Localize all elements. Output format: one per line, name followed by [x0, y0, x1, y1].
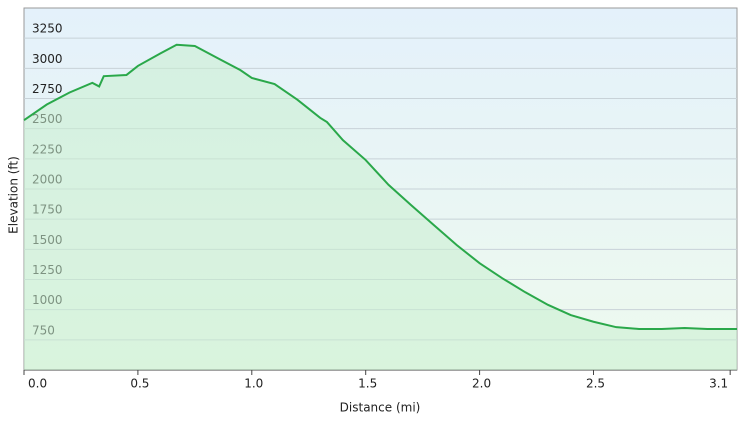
- x-axis-label: Distance (mi): [340, 401, 421, 415]
- x-tick-label: 2.5: [586, 377, 605, 391]
- elevation-line: [23, 43, 737, 330]
- y-tick-label: 2750: [32, 82, 63, 96]
- y-axis-label: Elevation (ft): [7, 156, 21, 234]
- y-tick-label: 3250: [32, 22, 63, 36]
- x-tick-label: 2.0: [472, 377, 491, 391]
- x-tick-label: 1.5: [358, 377, 377, 391]
- x-tick-label: 0.5: [130, 377, 149, 391]
- area-fill: [24, 44, 737, 370]
- y-tick-label: 3000: [32, 52, 63, 66]
- x-tick-label: 3.1: [709, 377, 728, 391]
- x-tick-label: 0.0: [28, 377, 47, 391]
- x-tick-label: 1.0: [244, 377, 263, 391]
